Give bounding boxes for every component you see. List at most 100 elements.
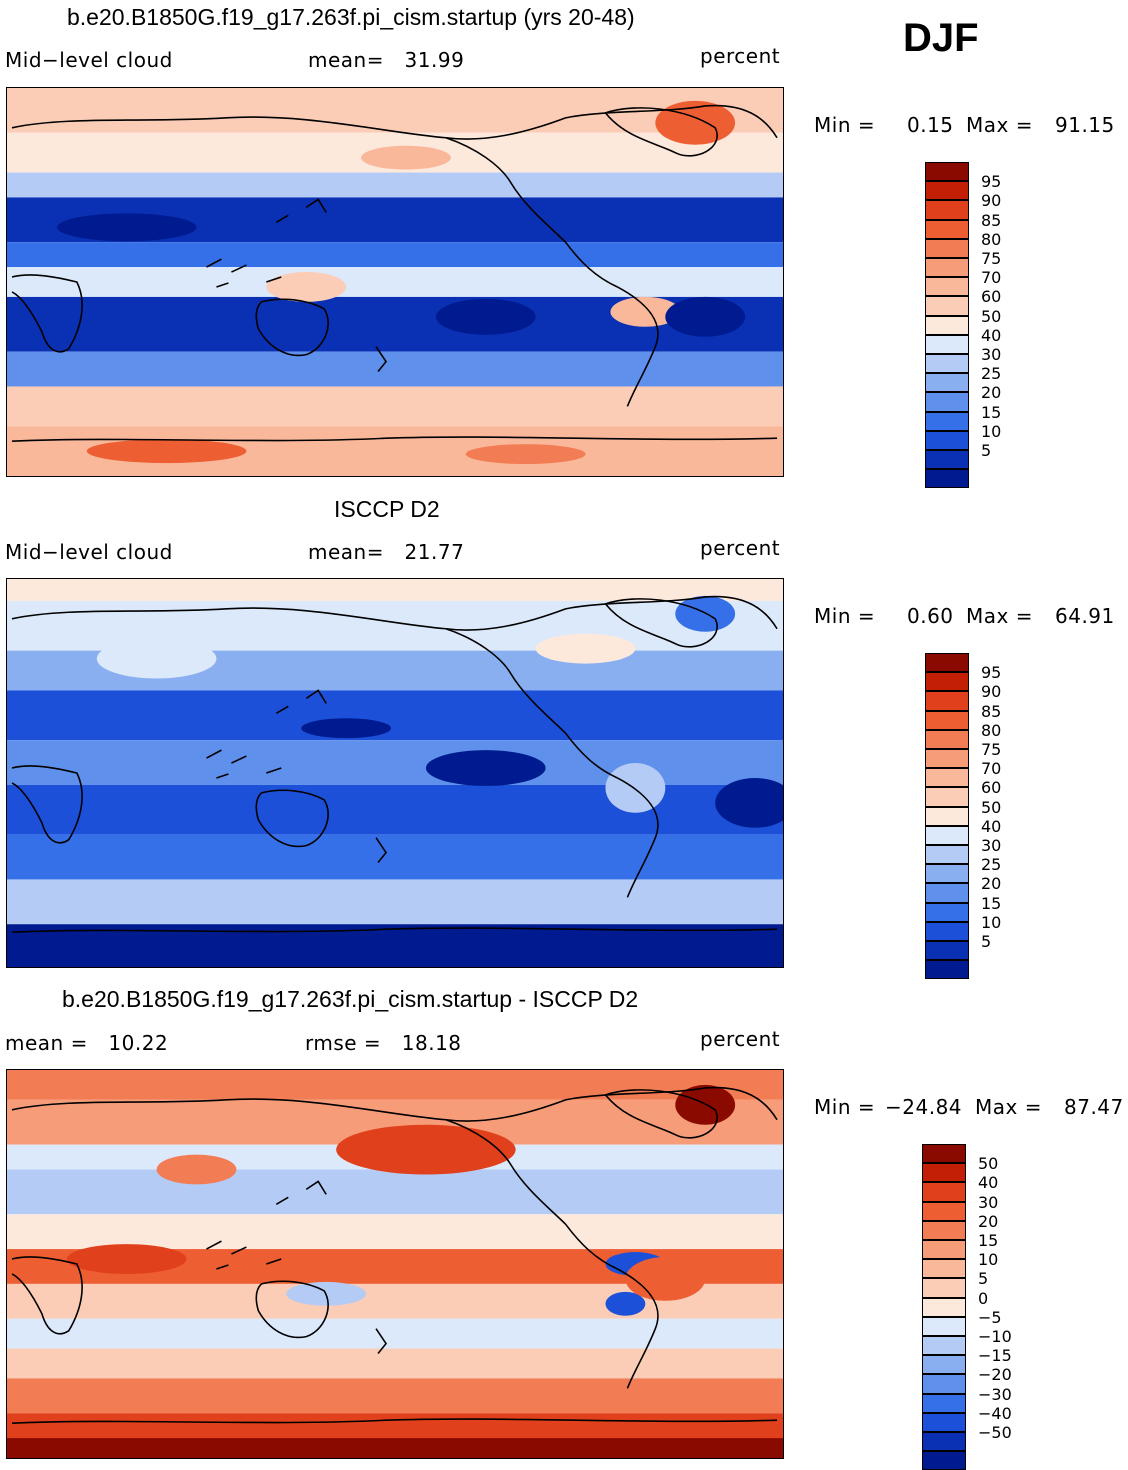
colorbar3-tick-label: 20 — [978, 1211, 999, 1231]
colorbar3-box — [922, 1412, 966, 1432]
colorbar2-tick-label: 60 — [981, 778, 1002, 798]
colorbar2-tick-label: 40 — [981, 816, 1002, 836]
colorbar2-box — [925, 749, 969, 769]
panel2-max-label: Max = — [966, 604, 1033, 628]
colorbar1-box — [925, 354, 969, 374]
colorbar2-tick-label: 5 — [981, 932, 992, 951]
colorbar2-tick-label: 90 — [981, 682, 1002, 702]
colorbar3-tick-label: −20 — [978, 1365, 1012, 1385]
colorbar2-tick-label: 30 — [981, 836, 1002, 855]
panel2-min-value: 0.60 — [907, 604, 954, 628]
coastline — [604, 598, 718, 648]
panel1-min-label: Min = — [814, 113, 876, 137]
colorbar2-box — [925, 672, 969, 692]
coastline — [275, 198, 327, 223]
colorbar3-box — [922, 1240, 966, 1260]
coastline — [11, 274, 83, 353]
colorbar2-box — [925, 729, 969, 749]
colorbar3-tick-label: 5 — [978, 1269, 989, 1289]
colorbar1-tick-label: 40 — [981, 325, 1002, 345]
coastline — [11, 927, 778, 933]
field-region — [266, 272, 347, 302]
colorbar1-box — [925, 277, 969, 297]
coastline — [275, 1180, 327, 1205]
colorbar3-box — [922, 1201, 966, 1221]
field-region — [610, 296, 681, 327]
panel1-min-value: 0.15 — [907, 113, 954, 137]
colorbar2-tick-label: 85 — [981, 701, 1002, 721]
field-region — [605, 763, 666, 813]
panel1-variable-label: Mid−level cloud — [5, 48, 173, 72]
panel3-rmse-label: rmse = 18.18 — [305, 1031, 462, 1055]
colorbar3-box — [922, 1144, 966, 1164]
colorbar1-box — [925, 469, 969, 489]
colorbar3-tick-label: 50 — [978, 1154, 999, 1174]
panel1-units-label: percent — [700, 44, 781, 68]
colorbar3-box — [922, 1374, 966, 1394]
field-region — [715, 777, 783, 828]
colorbar3-tick-label: 10 — [978, 1250, 999, 1270]
colorbar1-box — [925, 430, 969, 450]
colorbar2-box — [925, 902, 969, 922]
panel3-max-value: 87.47 — [1064, 1095, 1124, 1119]
colorbar3-tick-label: −30 — [978, 1384, 1012, 1404]
colorbar3-box — [922, 1355, 966, 1375]
colorbar3-box — [922, 1220, 966, 1240]
colorbar1-tick-label: 95 — [981, 172, 1002, 192]
colorbar1-tick-label: 80 — [981, 229, 1002, 249]
colorbar3-box — [922, 1393, 966, 1413]
field-band — [7, 1169, 783, 1215]
coastline — [375, 1328, 388, 1355]
field-region — [66, 1244, 187, 1274]
field-region — [605, 1291, 646, 1316]
coastline — [445, 104, 778, 140]
field-region — [361, 145, 451, 170]
panel2-units-label: percent — [700, 536, 781, 560]
field-band — [7, 740, 783, 785]
coastline — [206, 749, 282, 779]
season-label: DJF — [903, 16, 979, 60]
colorbar2-box — [925, 941, 969, 961]
field-region — [665, 296, 746, 337]
colorbar1-tick-label: 90 — [981, 191, 1002, 211]
field-region — [301, 718, 392, 739]
coastline — [617, 777, 659, 898]
panel3-map — [6, 1069, 784, 1459]
panel1-max-value: 91.15 — [1055, 113, 1115, 137]
colorbar3-box — [922, 1278, 966, 1298]
field-region — [86, 439, 247, 464]
colorbar3-tick-label: −40 — [978, 1403, 1012, 1423]
colorbar1-box — [925, 411, 969, 431]
colorbar1-box — [925, 219, 969, 239]
colorbar1-tick-label: 70 — [981, 268, 1002, 288]
colorbar1-tick-label: 30 — [981, 345, 1002, 364]
field-region — [96, 638, 217, 679]
coastline — [255, 789, 329, 848]
colorbar2-box — [925, 845, 969, 865]
colorbar1-tick-label: 25 — [981, 364, 1002, 384]
colorbar3-box — [922, 1336, 966, 1356]
field-region — [336, 1124, 516, 1175]
field-band — [7, 386, 783, 427]
colorbar1-box — [925, 315, 969, 335]
panel3-min-value: −24.84 — [885, 1095, 963, 1119]
field-band — [7, 1318, 783, 1349]
field-band — [7, 784, 783, 835]
colorbar1-box — [925, 392, 969, 412]
panel2-title: ISCCP D2 — [334, 496, 440, 522]
colorbar2-box — [925, 960, 969, 980]
field-band — [7, 1438, 783, 1458]
colorbar1-box — [925, 296, 969, 316]
colorbar2-tick-label: 75 — [981, 740, 1002, 759]
colorbar2-box — [925, 921, 969, 941]
colorbar1-tick-label: 60 — [981, 287, 1002, 307]
colorbar3-tick-label: −10 — [978, 1327, 1012, 1346]
coastline — [255, 1280, 329, 1339]
colorbar2-box — [925, 787, 969, 807]
colorbar1-tick-label: 5 — [981, 441, 992, 460]
panel1-map-svg — [7, 88, 783, 476]
colorbar3-box — [922, 1182, 966, 1202]
colorbar1-box — [925, 162, 969, 182]
panel3-min-label: Min = — [814, 1095, 882, 1119]
panel2-max-value: 64.91 — [1055, 604, 1115, 628]
